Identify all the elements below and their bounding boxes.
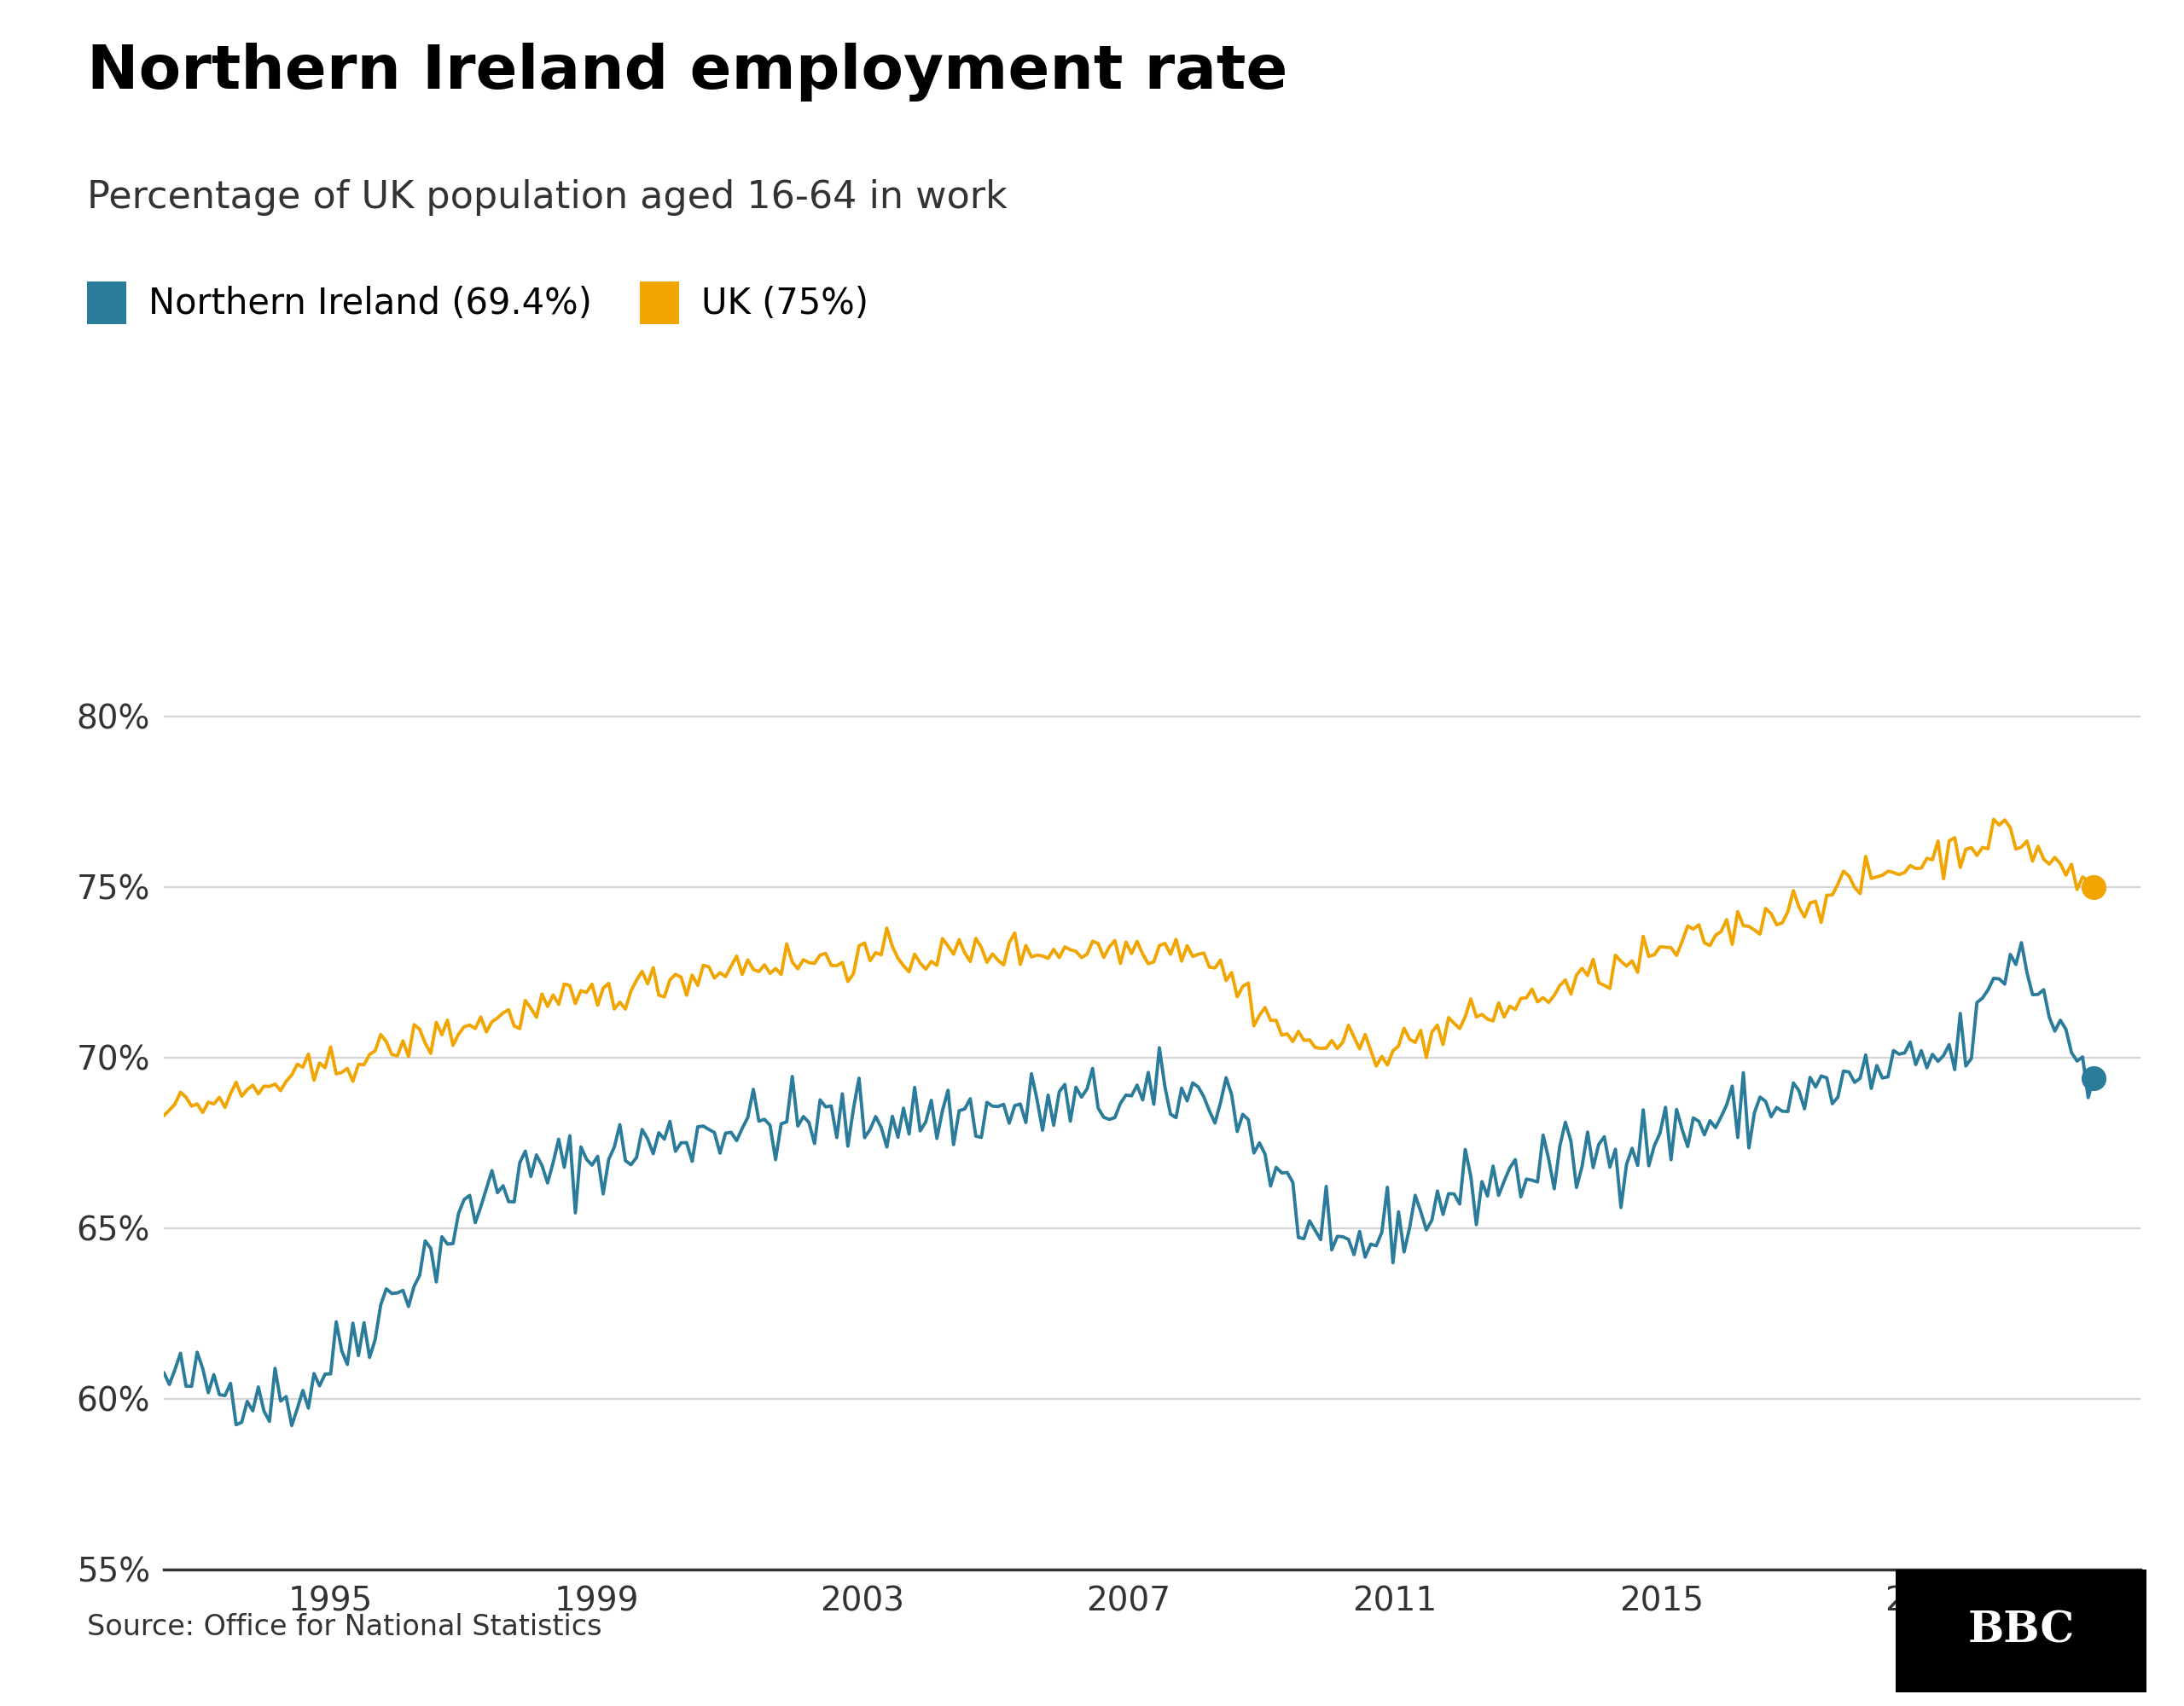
Point — [2077, 873, 2112, 901]
Point — [2077, 1065, 2112, 1092]
Text: Northern Ireland employment rate: Northern Ireland employment rate — [87, 43, 1289, 102]
Text: UK (75%): UK (75%) — [701, 285, 869, 321]
Text: BBC: BBC — [1968, 1610, 2075, 1651]
Text: Percentage of UK population aged 16-64 in work: Percentage of UK population aged 16-64 i… — [87, 179, 1007, 215]
Text: Northern Ireland (69.4%): Northern Ireland (69.4%) — [149, 285, 592, 321]
Text: Source: Office for National Statistics: Source: Office for National Statistics — [87, 1614, 603, 1641]
